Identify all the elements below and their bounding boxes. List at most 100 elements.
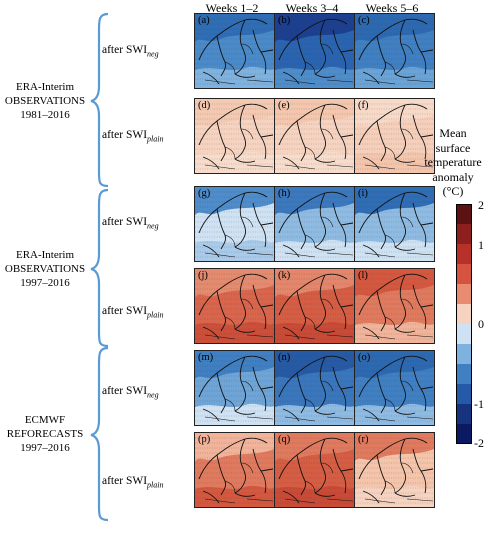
scandinavia-map (275, 351, 354, 425)
panel-label: (k) (278, 270, 291, 281)
row-label-5: after SWIneg (102, 385, 159, 400)
anomaly-field-north (355, 99, 434, 127)
colorbar-segment (456, 404, 472, 425)
anomaly-field-north (275, 99, 354, 127)
anomaly-field-north (195, 269, 274, 297)
group-braces (90, 12, 109, 522)
scandinavia-map (275, 433, 354, 507)
colorbar-segment (456, 244, 472, 265)
brace-group-2 (90, 188, 109, 348)
colorbar (456, 204, 472, 444)
anomaly-field-north (195, 14, 274, 42)
borders (364, 43, 434, 85)
anomaly-field-south (195, 239, 274, 261)
colorbar-segment (456, 204, 472, 225)
row-label-6: after SWIplain (102, 475, 164, 490)
panel-label: (a) (198, 15, 210, 26)
borders (364, 462, 434, 504)
panel-label: (j) (198, 270, 208, 281)
row-label-3: after SWIneg (102, 216, 159, 231)
panel-label: (r) (358, 434, 369, 445)
borders (204, 43, 274, 85)
borders (364, 380, 434, 422)
anomaly-field-south (355, 66, 434, 88)
group-label-era-1997-2016: ERA-Interim OBSERVATIONS 1997–2016 (4, 249, 86, 289)
anomaly-field-north (195, 433, 274, 461)
map-panel: (o) (354, 350, 435, 426)
anomaly-field-south (355, 485, 434, 507)
scandinavia-map (355, 351, 434, 425)
scandinavia-map (355, 99, 434, 173)
scandinavia-map (275, 99, 354, 173)
map-panel: (q) (274, 432, 355, 508)
colorbar-segment (456, 364, 472, 385)
panel-label: (l) (358, 270, 368, 281)
colorbar-segment (456, 304, 472, 325)
map-panel: (l) (354, 268, 435, 344)
anomaly-field-south (355, 239, 434, 261)
row-label-1: after SWIneg (102, 44, 159, 59)
anomaly-field-south (195, 321, 274, 343)
panel-label: (o) (358, 352, 371, 363)
scandinavia-map (275, 14, 354, 88)
brace-group-1 (90, 12, 109, 188)
scandinavia-map (195, 351, 274, 425)
borders (364, 128, 434, 170)
map-panel: (b) (274, 13, 355, 89)
colorbar-segment (456, 384, 472, 405)
scandinavia-map (195, 269, 274, 343)
colorbar-tick-0: 0 (478, 317, 484, 331)
anomaly-field-north (195, 187, 274, 215)
panel-label: (n) (278, 352, 291, 363)
anomaly-field-north (275, 269, 354, 297)
anomaly-field-south (195, 403, 274, 425)
group-label-ecmwf-1997-2016: ECMWF REFORECASTS 1997–2016 (6, 414, 84, 454)
colorbar-tick-2: 2 (478, 198, 484, 212)
borders (364, 216, 434, 258)
borders (284, 462, 354, 504)
map-panel: (c) (354, 13, 435, 89)
anomaly-field-south (195, 151, 274, 173)
colorbar-segment (456, 324, 472, 345)
scandinavia-map (355, 187, 434, 261)
anomaly-field-south (275, 239, 354, 261)
map-panel: (i) (354, 186, 435, 262)
anomaly-field-south (355, 321, 434, 343)
column-header-weeks-1-2: Weeks 1–2 (205, 1, 259, 15)
anomaly-field-south (355, 151, 434, 173)
borders (284, 216, 354, 258)
map-panel: (a) (194, 13, 275, 89)
colorbar-segment (456, 424, 472, 444)
column-header-weeks-3-4: Weeks 3–4 (285, 1, 339, 15)
borders (204, 380, 274, 422)
anomaly-field-south (355, 403, 434, 425)
colorbar-segment (456, 264, 472, 285)
anomaly-field-south (195, 66, 274, 88)
row-label-2: after SWIplain (102, 129, 164, 144)
anomaly-field-north (195, 99, 274, 127)
anomaly-field-north (275, 351, 354, 379)
anomaly-field-north (275, 433, 354, 461)
colorbar-tick-1: 1 (478, 238, 484, 252)
map-panel: (r) (354, 432, 435, 508)
panel-label: (g) (198, 188, 211, 199)
borders (284, 380, 354, 422)
colorbar-segment (456, 344, 472, 365)
anomaly-field-north (195, 351, 274, 379)
scandinavia-map (355, 14, 434, 88)
borders (284, 298, 354, 340)
anomaly-field-north (275, 14, 354, 42)
colorbar-border (456, 204, 472, 444)
scandinavia-map (195, 187, 274, 261)
colorbar-title: Mean surface temperature anomaly (°C) (424, 126, 482, 198)
group-label-era-1981-2016: ERA-Interim OBSERVATIONS 1981–2016 (4, 81, 86, 121)
column-header-weeks-5-6: Weeks 5–6 (365, 1, 419, 15)
anomaly-field-north (355, 433, 434, 461)
panel-label: (i) (358, 188, 368, 199)
map-panel: (n) (274, 350, 355, 426)
colorbar-segment (456, 224, 472, 245)
colorbar-tick-minus-2: -2 (474, 436, 484, 450)
map-panel: (p) (194, 432, 275, 508)
anomaly-field-south (195, 485, 274, 507)
scandinavia-map (275, 187, 354, 261)
